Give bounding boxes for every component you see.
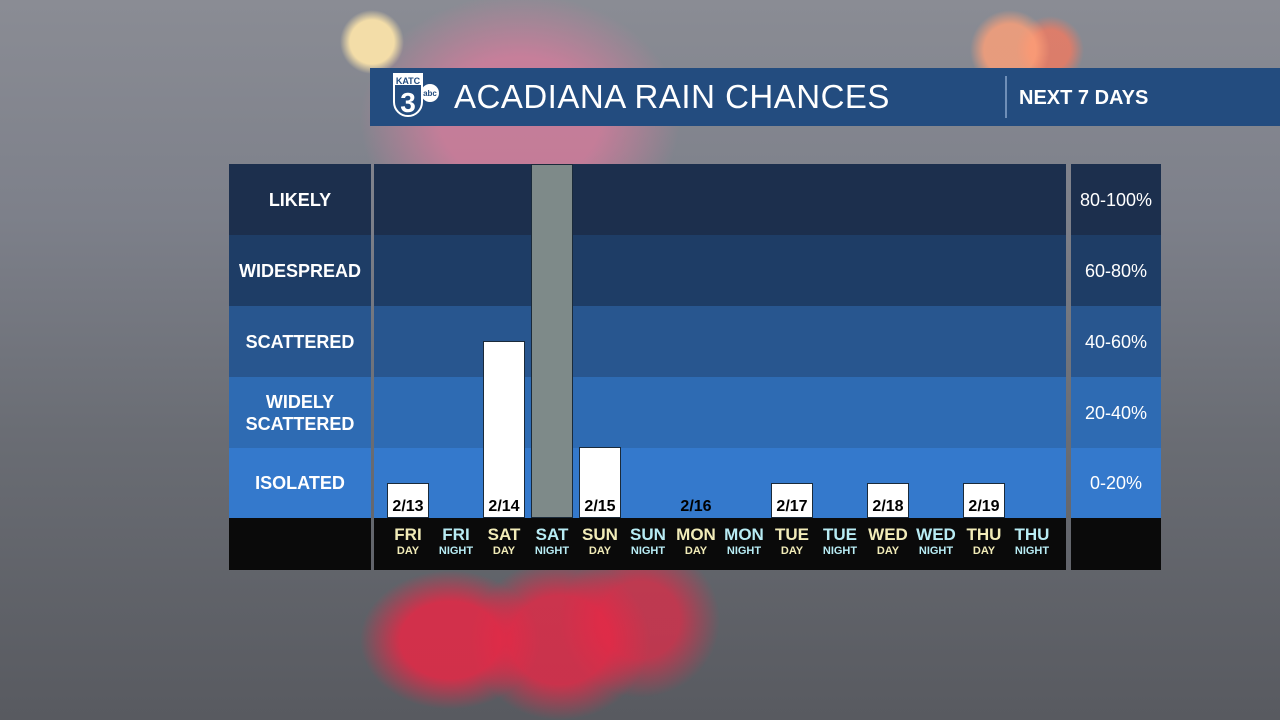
- day-part: NIGHT: [630, 545, 666, 557]
- period-label: SUN NIGHT: [618, 526, 678, 558]
- category-legend: LIKELY WIDESPREAD SCATTERED WIDELY SCATT…: [229, 164, 371, 570]
- legend-0-20: 0-20%: [1071, 448, 1161, 518]
- date-label: 2/18: [872, 498, 904, 515]
- period-column: 2/19 THU DAY: [960, 164, 1008, 570]
- day-name: THU: [1014, 525, 1050, 544]
- day-part: NIGHT: [438, 545, 474, 557]
- svg-text:3: 3: [400, 87, 416, 118]
- day-part: DAY: [492, 545, 516, 557]
- period-label: MON NIGHT: [714, 526, 774, 558]
- period-label: TUE DAY: [762, 526, 822, 558]
- svg-text:abc: abc: [423, 89, 437, 98]
- date-label: 2/17: [776, 498, 808, 515]
- band-widespread: [374, 235, 1066, 306]
- day-part: DAY: [396, 545, 420, 557]
- rain-chance-chart: 2/13 FRI DAY FRI NIGHT 2/14 SAT DAY SAT NIGHT 2/15…: [374, 164, 1066, 570]
- page-title: ACADIANA RAIN CHANCES: [454, 78, 890, 115]
- day-part: DAY: [972, 545, 996, 557]
- period-column: MON NIGHT: [720, 164, 768, 570]
- legend-60-80: 60-80%: [1071, 235, 1161, 306]
- day-bar: [579, 447, 621, 518]
- period-label: TUE NIGHT: [810, 526, 870, 558]
- legend-40-60: 40-60%: [1071, 306, 1161, 377]
- period-label: SUN DAY: [570, 526, 630, 558]
- day-name: SAT: [535, 525, 569, 544]
- day-name: TUE: [775, 525, 809, 544]
- legend-20-40: 20-40%: [1071, 377, 1161, 448]
- day-name: SAT: [487, 525, 521, 544]
- bar-columns: 2/13 FRI DAY FRI NIGHT 2/14 SAT DAY SAT NIGHT 2/15…: [384, 164, 1056, 570]
- page-subtitle: NEXT 7 DAYS: [1019, 87, 1149, 109]
- day-part: NIGHT: [822, 545, 858, 557]
- period-column: WED NIGHT: [912, 164, 960, 570]
- period-column: THU NIGHT: [1008, 164, 1056, 570]
- period-column: 2/17 TUE DAY: [768, 164, 816, 570]
- period-label: FRI DAY: [378, 526, 438, 558]
- day-bar: [387, 483, 429, 518]
- date-label: 2/16: [680, 498, 712, 515]
- period-label: SAT NIGHT: [522, 526, 582, 558]
- period-column: SAT NIGHT: [528, 164, 576, 570]
- title-divider: [1005, 76, 1007, 118]
- period-label: WED DAY: [858, 526, 918, 558]
- period-label: FRI NIGHT: [426, 526, 486, 558]
- date-label: 2/19: [968, 498, 1000, 515]
- day-part: NIGHT: [1014, 545, 1050, 557]
- percent-legend: 80-100% 60-80% 40-60% 20-40% 0-20%: [1071, 164, 1161, 570]
- day-part: DAY: [684, 545, 708, 557]
- svg-text:KATC: KATC: [396, 76, 421, 86]
- day-name: WED: [916, 525, 956, 544]
- legend-footer: [229, 518, 371, 570]
- day-name: MON: [724, 525, 764, 544]
- day-name: WED: [868, 525, 908, 544]
- day-name: SUN: [582, 525, 618, 544]
- period-column: SUN NIGHT: [624, 164, 672, 570]
- legend-widespread: WIDESPREAD: [229, 235, 371, 306]
- legend-likely: LIKELY: [229, 164, 371, 235]
- day-name: FRI: [394, 525, 422, 544]
- night-bar: [531, 164, 573, 518]
- legend-80-100: 80-100%: [1071, 164, 1161, 235]
- period-column: 2/15 SUN DAY: [576, 164, 624, 570]
- period-label: WED NIGHT: [906, 526, 966, 558]
- day-bar: [963, 483, 1005, 518]
- day-part: NIGHT: [726, 545, 762, 557]
- date-label: 2/15: [584, 498, 616, 515]
- period-column: 2/18 WED DAY: [864, 164, 912, 570]
- period-label: MON DAY: [666, 526, 726, 558]
- period-column: 2/14 SAT DAY: [480, 164, 528, 570]
- band-likely: [374, 164, 1066, 235]
- day-name: FRI: [442, 525, 470, 544]
- period-column: 2/16 MON DAY: [672, 164, 720, 570]
- period-column: TUE NIGHT: [816, 164, 864, 570]
- day-part: DAY: [876, 545, 900, 557]
- day-name: THU: [966, 525, 1002, 544]
- period-label-strip: [374, 518, 1066, 570]
- legend-scattered: SCATTERED: [229, 306, 371, 377]
- date-label: 2/14: [488, 498, 520, 515]
- title-bar: KATC 3 abc ACADIANA RAIN CHANCES NEXT 7 …: [370, 68, 1280, 126]
- legend-isolated: ISOLATED: [229, 448, 371, 518]
- period-label: THU DAY: [954, 526, 1014, 558]
- day-part: DAY: [780, 545, 804, 557]
- date-label: 2/13: [392, 498, 424, 515]
- period-label: THU NIGHT: [1002, 526, 1062, 558]
- period-label: SAT DAY: [474, 526, 534, 558]
- day-name: TUE: [823, 525, 857, 544]
- period-column: 2/13 FRI DAY: [384, 164, 432, 570]
- day-name: MON: [676, 525, 716, 544]
- legend-footer: [1071, 518, 1161, 570]
- day-part: NIGHT: [918, 545, 954, 557]
- day-part: DAY: [588, 545, 612, 557]
- day-bar: [483, 341, 525, 518]
- legend-widely-scattered: WIDELY SCATTERED: [229, 377, 371, 448]
- day-bar: [867, 483, 909, 518]
- period-column: FRI NIGHT: [432, 164, 480, 570]
- day-part: NIGHT: [534, 545, 570, 557]
- day-name: SUN: [630, 525, 666, 544]
- katc-abc-logo-icon: KATC 3 abc: [393, 73, 439, 118]
- day-bar: [771, 483, 813, 518]
